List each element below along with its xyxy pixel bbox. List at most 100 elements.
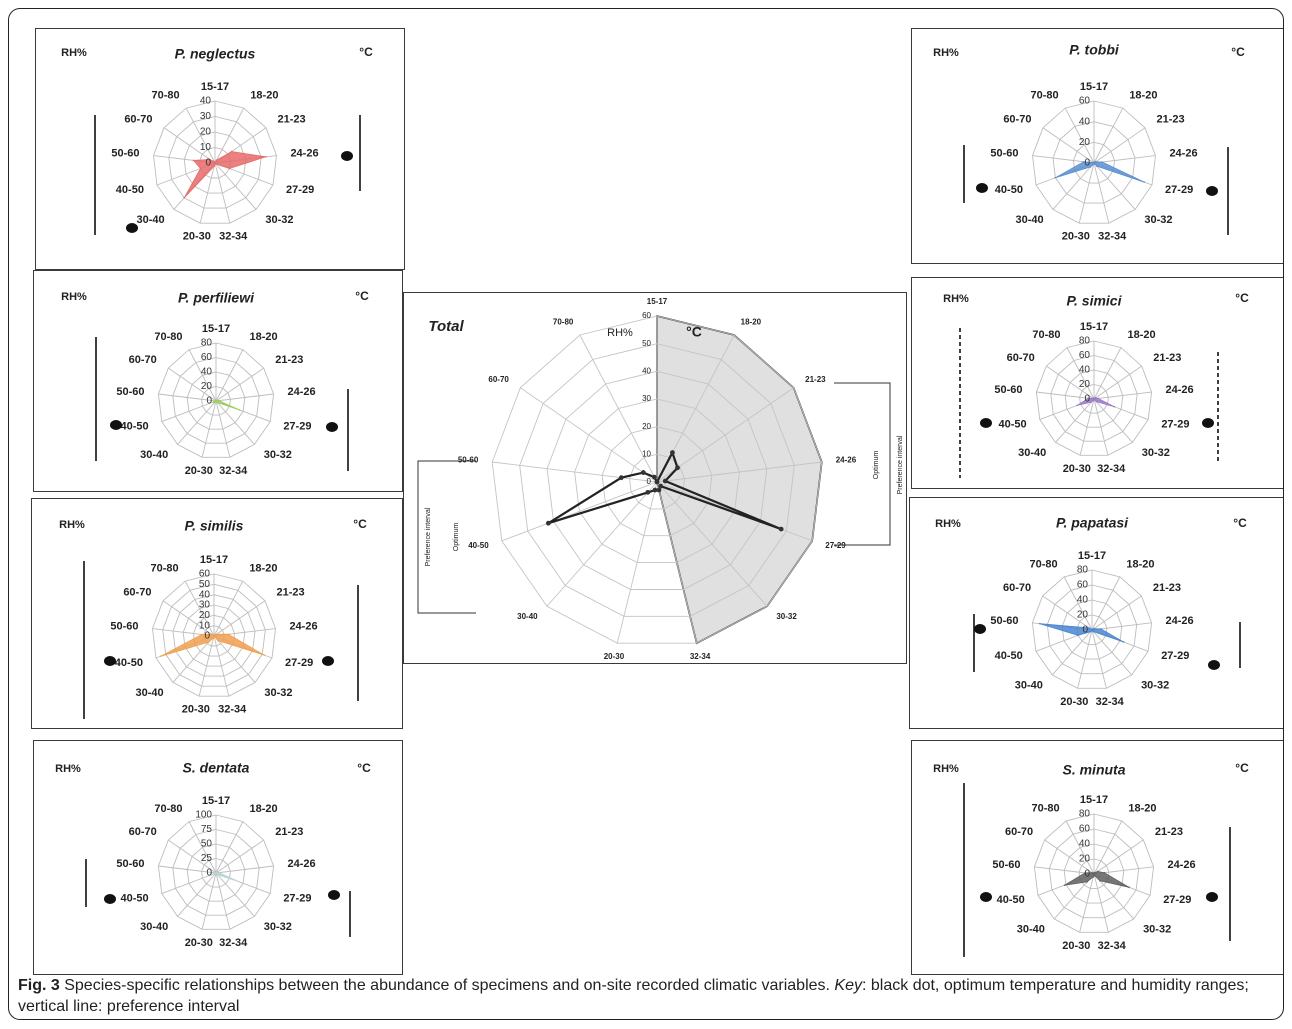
point-20-30 — [1092, 399, 1095, 402]
temperature-optimum-label: Optimum — [873, 451, 880, 480]
grid-ring-2 — [186, 371, 246, 430]
tick-label-50: 50 — [199, 579, 211, 590]
point-50-60 — [1087, 397, 1090, 400]
spoke-21-23 — [1091, 595, 1142, 631]
point-24-26 — [1101, 161, 1104, 163]
grid-ring-1 — [203, 625, 225, 647]
point-20-30 — [212, 637, 215, 639]
temperature-axis-label: °C — [686, 324, 702, 340]
spoke-32-34 — [1091, 629, 1107, 689]
category-label-40-50: 40-50 — [997, 894, 1025, 906]
category-label-21-23: 21-23 — [1153, 582, 1181, 594]
point-24-26 — [264, 156, 267, 158]
category-label-15-17: 15-17 — [1080, 321, 1108, 333]
point-50-60 — [1039, 622, 1041, 625]
tick-label-25: 25 — [201, 853, 213, 864]
series-s-dentata — [211, 872, 241, 883]
chart-p-simici: 0 20 40 60 80 15-17 18-20 21-23 24-26 27-29 30-32 3… — [943, 291, 1249, 478]
category-label-32-34: 32-34 — [219, 465, 248, 477]
point-24-26 — [1103, 871, 1106, 874]
panel-p-perfiliewi: 0 20 40 60 80 15-17 18-20 21-23 24-26 27-29 30-32 3… — [33, 270, 403, 492]
point-27-29 — [1113, 405, 1116, 408]
point-60-70 — [1088, 627, 1090, 629]
panel-p-papatasi: 0 20 40 60 80 15-17 18-20 21-23 24-26 27-29 30-32 3… — [909, 497, 1283, 729]
category-label-20-30: 20-30 — [182, 704, 210, 716]
category-label-27-29: 27-29 — [283, 892, 311, 904]
point-70-80 — [1092, 397, 1095, 400]
tick-label-40: 40 — [201, 367, 213, 378]
tick-label-40: 40 — [1079, 365, 1091, 376]
category-label-18-20: 18-20 — [250, 90, 278, 102]
category-label-70-80: 70-80 — [1032, 329, 1060, 341]
humidity-preference-bracket — [417, 460, 476, 614]
category-label-40-50: 40-50 — [995, 650, 1023, 662]
point-15-17 — [654, 479, 660, 485]
grid-ring-3 — [574, 398, 740, 564]
temperature-preference-label: Preference interval — [897, 435, 904, 494]
spoke-60-70 — [1042, 127, 1095, 164]
tick-label-0: 0 — [204, 631, 210, 642]
point-21-23 — [1096, 870, 1099, 873]
spoke-21-23 — [1093, 365, 1142, 400]
tick-label-40: 40 — [642, 366, 651, 375]
grid-ring-1 — [1073, 141, 1115, 184]
spoke-20-30 — [198, 635, 215, 697]
spoke-24-26 — [1093, 155, 1156, 164]
category-label-70-80: 70-80 — [154, 803, 182, 815]
category-label-18-20: 18-20 — [249, 803, 277, 815]
spoke-18-20 — [213, 580, 244, 637]
optimum-temperature-dot — [326, 422, 338, 432]
point-70-80 — [215, 872, 217, 874]
point-24-26 — [227, 633, 230, 636]
tick-label-20: 20 — [201, 381, 213, 392]
spoke-30-40 — [546, 481, 658, 607]
tick-label-40: 40 — [1079, 116, 1091, 127]
category-label-40-50: 40-50 — [995, 184, 1023, 196]
chart-p-perfiliewi: 0 20 40 60 80 15-17 18-20 21-23 24-26 27-29 30-32 3… — [61, 289, 369, 477]
point-40-50 — [1054, 176, 1057, 179]
optimum-temperature-dot — [1202, 418, 1214, 428]
temperature-preference-bracket — [834, 382, 891, 546]
panel-s-minuta: 0 20 40 60 80 15-17 18-20 21-23 24-26 27-29 30-32 3… — [911, 740, 1283, 975]
spoke-60-70 — [1042, 595, 1093, 631]
humidity-optimum-label: Optimum — [453, 523, 460, 552]
spoke-50-60 — [158, 865, 217, 874]
point-40-50 — [199, 167, 202, 170]
optimum-humidity-dot — [104, 656, 116, 666]
optimum-humidity-dot — [104, 894, 116, 904]
category-label-18-20: 18-20 — [1128, 802, 1156, 814]
grid-ring-4 — [153, 100, 277, 224]
category-label-24-26: 24-26 — [1165, 615, 1193, 627]
category-label-15-17: 15-17 — [201, 81, 229, 93]
grid-ring-4 — [172, 594, 256, 677]
category-label-50-60: 50-60 — [458, 455, 479, 464]
spoke-60-70 — [520, 387, 658, 483]
spoke-20-30 — [1079, 398, 1095, 456]
tick-label-20: 20 — [1079, 854, 1091, 865]
grid-ring-5 — [162, 583, 266, 687]
grid-ring-1 — [1078, 858, 1110, 890]
rh-axis-label: RH% — [59, 519, 85, 531]
point-50-60 — [1082, 160, 1085, 163]
chart-title: S. dentata — [183, 760, 250, 776]
tick-label-80: 80 — [1077, 565, 1089, 576]
category-label-30-32: 30-32 — [264, 921, 292, 933]
spoke-30-32 — [1091, 629, 1133, 676]
point-30-32 — [658, 483, 664, 489]
category-label-20-30: 20-30 — [604, 652, 625, 661]
series-p-neglectus — [183, 151, 266, 199]
point-40-50 — [1077, 634, 1079, 637]
spoke-30-32 — [656, 481, 768, 607]
optimum-humidity-dot — [980, 418, 992, 428]
caption-key-word: Key — [834, 977, 862, 994]
category-label-27-29: 27-29 — [1165, 184, 1193, 196]
category-label-70-80: 70-80 — [152, 90, 180, 102]
category-label-24-26: 24-26 — [290, 148, 318, 160]
grid-ring-1 — [201, 858, 231, 888]
point-60-70 — [1091, 871, 1093, 874]
grid-ring-1 — [629, 453, 685, 510]
tick-label-60: 60 — [1077, 580, 1089, 591]
chart-title: P. papatasi — [1056, 515, 1129, 531]
tick-label-20: 20 — [1079, 379, 1091, 390]
tick-label-80: 80 — [201, 338, 213, 349]
